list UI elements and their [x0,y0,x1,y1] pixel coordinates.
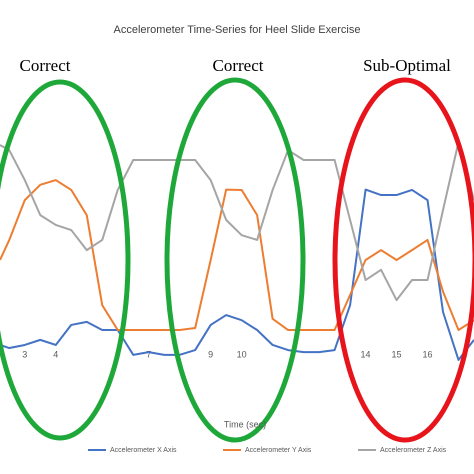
x-tick-label: 7 [146,349,151,359]
annotation: Correct [20,56,71,75]
x-tick-label: 9 [208,349,213,359]
annotation: Sub-Optimal [363,56,451,75]
legend-label: Accelerometer Z Axis [380,447,447,454]
plot-area: 3 4 7 9 10 14 15 16 [0,141,474,361]
x-axis-title: Time (sec) [224,419,266,429]
legend-label: Accelerometer Y Axis [245,447,312,454]
x-tick-label: 14 [361,349,371,359]
x-tick-label: 15 [392,349,402,359]
data-line [0,179,474,332]
x-tick-label: 10 [237,349,247,359]
highlight-ellipse [0,79,131,441]
x-tick-label: 3 [22,349,27,359]
x-tick-label: 16 [423,349,433,359]
highlight-ellipse [332,77,474,443]
chart-title: Accelerometer Time-Series for Heel Slide… [114,24,361,36]
legend-label: Accelerometer X Axis [110,447,177,454]
highlight-ellipse [164,77,306,443]
data-line [0,141,474,302]
annotation: Correct [213,56,264,75]
data-line [0,188,474,361]
x-tick-label: 4 [53,349,58,359]
